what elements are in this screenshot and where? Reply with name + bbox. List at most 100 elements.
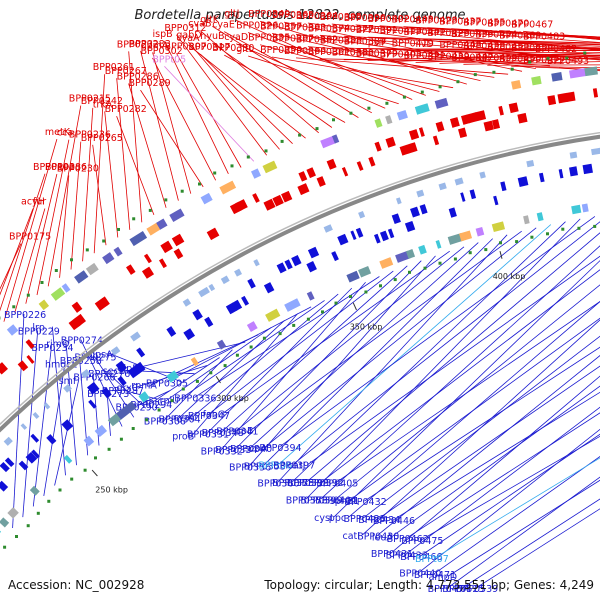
forward-cds-arrow: [206, 227, 220, 241]
reverse-gene-label: BPP0226: [4, 310, 46, 321]
inner-gc-dot: [438, 261, 442, 265]
forward-gene-label: BPP0450: [499, 54, 541, 65]
inner-gc-dot: [3, 545, 7, 549]
outer-gc-dot: [148, 208, 152, 212]
forward-cds-arrow: [547, 95, 557, 106]
forward-gene-label: BPP0413: [380, 26, 422, 37]
reverse-cds-arrow: [0, 462, 10, 473]
forward-cds-arrow: [102, 296, 110, 306]
forward-gene-label: BPP0388: [320, 36, 362, 47]
forward-gene-label: BPP0447: [451, 52, 493, 63]
inner-gc-dot: [119, 437, 123, 441]
reverse-cog-block: [306, 291, 315, 301]
forward-cds-arrow: [160, 240, 173, 254]
forward-cog-block: [385, 115, 393, 125]
forward-gene-label: BPP0391: [356, 25, 398, 36]
kbp-tick-mark: [91, 469, 98, 477]
forward-gene-label: BPP0242: [81, 96, 123, 107]
feature-block: [358, 211, 366, 219]
forward-gene-label: acyH: [21, 197, 45, 208]
reverse-gene-label: BPP0471: [414, 570, 456, 581]
forward-cds-arrow: [466, 112, 479, 124]
reverse-cog-block: [7, 507, 19, 519]
feature-block: [438, 182, 447, 191]
reverse-gene-label: BPP0430: [357, 532, 399, 543]
feature-block: [110, 346, 121, 356]
reverse-leader-line: [279, 216, 596, 448]
forward-gene-label: BPP0396: [344, 13, 386, 24]
inner-gc-dot: [36, 511, 40, 515]
inner-gc-dot: [131, 427, 135, 430]
forward-gene-label: BPP0193: [33, 162, 75, 173]
reverse-cds-arrow: [133, 361, 146, 375]
reverse-gene-label: smf: [59, 376, 77, 387]
reverse-cds-arrow: [493, 195, 499, 206]
forward-leader-line: [200, 53, 293, 144]
reverse-cds-arrow: [241, 295, 250, 306]
forward-cog-block: [569, 68, 587, 79]
reverse-cds-arrow: [86, 381, 100, 395]
outer-gc-dot: [280, 139, 284, 143]
forward-cog-block: [250, 168, 261, 179]
outer-gc-dot: [565, 56, 569, 60]
reverse-gene-label: secB: [103, 366, 126, 377]
forward-leader-line: [164, 40, 229, 174]
feature-block: [454, 177, 464, 186]
reverse-leader-line: [421, 435, 600, 541]
reverse-cog-block: [571, 204, 582, 215]
forward-leader-line: [247, 32, 426, 96]
reverse-cds-arrow: [284, 259, 293, 270]
feature-block: [253, 259, 260, 267]
reverse-leader-line: [406, 412, 600, 539]
reverse-gene-label: BPP0433: [386, 550, 428, 561]
outer-gc-dot: [12, 305, 16, 309]
reverse-leader-line: [362, 319, 600, 536]
forward-leader-line: [140, 89, 204, 188]
feature-block: [220, 275, 230, 285]
inner-gc-dot: [515, 240, 519, 244]
reverse-gene-label: BPPt07: [415, 554, 449, 565]
reverse-cds-arrow: [18, 460, 29, 471]
forward-gene-label: hyuB: [200, 31, 224, 42]
inner-gc-dot: [195, 379, 199, 383]
inner-gc-dot: [306, 317, 310, 321]
forward-leader-line: [104, 111, 119, 238]
reverse-leader-line: [207, 270, 394, 416]
reverse-leader-line: [206, 287, 353, 434]
forward-leader-line: [176, 53, 242, 168]
reverse-gene-label: BPP0229: [18, 327, 60, 338]
forward-cds-arrow: [235, 199, 248, 212]
reverse-gene-label: BPPt06: [258, 461, 292, 472]
forward-gene-label: BPP0286: [117, 72, 159, 83]
reverse-gene-label: rplU: [160, 395, 180, 406]
forward-cds-arrow: [141, 266, 155, 279]
feature-block: [526, 159, 535, 168]
reverse-cds-arrow: [558, 168, 564, 179]
reverse-leader-line: [52, 326, 66, 476]
inner-gc-dot: [26, 524, 30, 528]
forward-leader-line: [3, 138, 58, 322]
reverse-leader-line: [221, 265, 408, 433]
forward-gene-label: BPP0469: [499, 31, 541, 42]
reverse-gene-label: rpmA: [131, 381, 157, 392]
forward-gene-label: BPP0361: [308, 47, 350, 58]
reverse-leader-line: [305, 218, 581, 500]
forward-cog-block: [74, 270, 89, 284]
reverse-cds-arrow: [231, 299, 243, 311]
reverse-cds-arrow: [115, 360, 127, 373]
reverse-cds-arrow: [448, 207, 457, 218]
forward-cds-arrow: [252, 193, 260, 203]
map-title: Bordetella parapertussis 12822, complete…: [134, 8, 466, 23]
reverse-leader-line: [263, 238, 493, 466]
genome-backbone: [0, 134, 600, 433]
forward-leader-line: [164, 66, 255, 162]
reverse-gene-label: BPP0287: [102, 386, 144, 397]
inner-gc-dot: [484, 248, 488, 252]
forward-cog-block: [200, 192, 213, 205]
outer-gc-dot: [528, 60, 532, 64]
forward-cds-arrow: [408, 129, 420, 141]
forward-gene-label: BPP0470: [487, 18, 529, 29]
forward-gene-label: BPP0377: [332, 24, 374, 35]
reverse-leader-line: [433, 456, 600, 575]
reverse-cog-block: [395, 250, 411, 263]
